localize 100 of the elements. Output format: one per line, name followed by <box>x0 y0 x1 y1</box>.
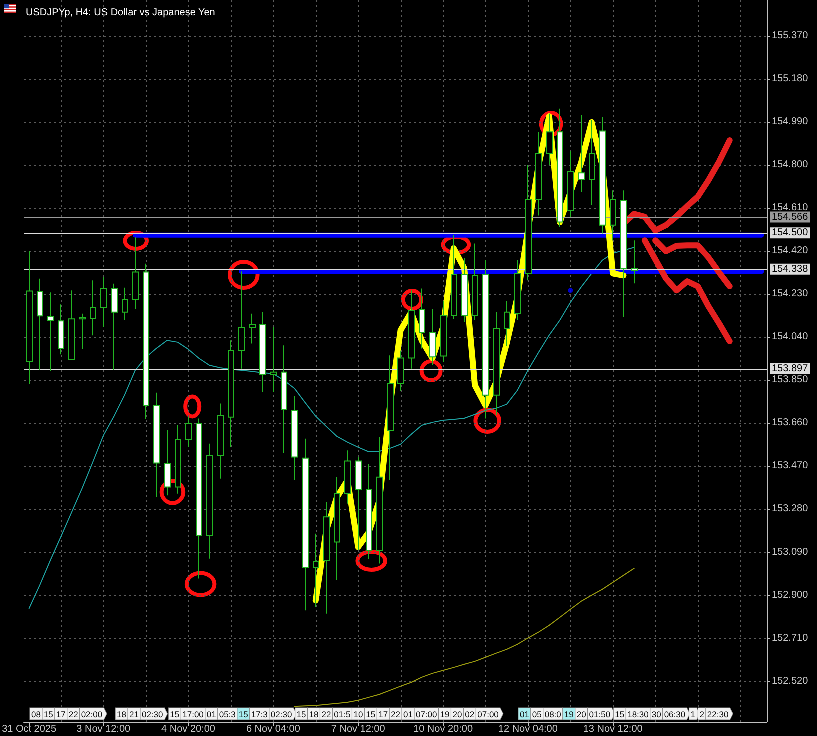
annotation: 18:30 <box>628 710 650 720</box>
candlestick <box>185 416 192 448</box>
candlestick <box>610 190 616 242</box>
annotation: 1 <box>690 710 696 720</box>
y-tick-label: 152.710 <box>772 632 809 644</box>
annotation: 01:50 <box>589 710 611 720</box>
candlestick <box>620 190 627 318</box>
candlestick <box>58 304 64 356</box>
candlestick <box>68 290 75 360</box>
candlestick <box>47 292 54 372</box>
x-tick-label: 4 Nov 20:00 <box>162 724 216 735</box>
candlestick <box>164 430 171 496</box>
y-tick-label: 154.040 <box>772 332 809 343</box>
annotation: 10 <box>354 710 364 720</box>
candlestick <box>323 502 330 614</box>
annotation: 22 <box>322 710 332 720</box>
candlestick <box>153 392 160 498</box>
candlestick <box>493 312 500 416</box>
annotation: 30 <box>652 710 662 720</box>
candlestick <box>37 278 43 372</box>
candlestick <box>514 260 521 321</box>
candlestick <box>631 240 638 284</box>
y-tick-label: 152.900 <box>772 590 809 601</box>
candlestick <box>546 113 553 166</box>
candlestick <box>313 533 319 608</box>
candlestick <box>525 164 532 282</box>
candlestick <box>90 280 96 336</box>
x-tick-label: 13 Nov 12:00 <box>583 724 644 735</box>
x-tick-label: 3 Nov 12:00 <box>76 724 132 735</box>
annotation: 01 <box>206 710 217 720</box>
annotation: 07:00 <box>478 710 500 720</box>
y-tick-label: 152.520 <box>772 676 809 687</box>
annotation: 05 <box>532 710 542 720</box>
ref-line-label: 154.500 <box>772 228 809 239</box>
annotation: 22 <box>68 710 79 720</box>
candlestick <box>440 300 447 363</box>
annotation: 15 <box>170 710 180 720</box>
x-tick-label: 10 Nov 20:00 <box>414 724 474 735</box>
candlestick <box>132 237 139 310</box>
candlestick <box>472 243 478 321</box>
candlestick <box>397 350 404 392</box>
candlestick <box>376 436 383 564</box>
annotation: 01 <box>520 710 530 720</box>
y-tick-label: 154.800 <box>772 160 809 171</box>
y-tick-label: 154.420 <box>772 246 809 257</box>
ref-line-label: 153.897 <box>772 363 809 374</box>
candlestick <box>599 116 606 234</box>
y-tick-label: 153.280 <box>772 504 809 515</box>
annotation: 22 <box>391 710 401 720</box>
text: USDJPYp, H4: US Dollar vs Japanese Yen <box>26 8 216 18</box>
y-tick-label: 153.660 <box>772 418 809 429</box>
annotation: 08:0 <box>544 710 562 720</box>
annotation: 17:3 <box>251 710 268 720</box>
annotation: 05:3 <box>219 710 236 720</box>
candlestick <box>334 476 340 582</box>
annotation: 15 <box>238 710 249 720</box>
annotation: 19 <box>564 710 574 720</box>
annotation: 15 <box>296 710 307 720</box>
line-series <box>28 247 635 610</box>
annotation: 18 <box>117 710 127 720</box>
candlestick <box>451 234 457 320</box>
candlestick <box>259 312 266 393</box>
candlestick <box>482 260 489 420</box>
candlestick <box>281 345 287 454</box>
y-tick-label: 154.990 <box>772 116 809 128</box>
x-tick-label: 31 Oct 2025 <box>2 724 57 735</box>
y-tick-label: 154.610 <box>772 202 809 214</box>
annotation: 02:00 <box>81 710 103 720</box>
x-tick-label: 6 Nov 04:00 <box>246 724 301 735</box>
annotation: 15 <box>366 710 376 720</box>
candlestick <box>175 425 181 494</box>
annotation: 20 <box>576 710 587 720</box>
candlestick <box>111 283 118 372</box>
annotation: 18 <box>309 710 319 720</box>
annotation: 20 <box>452 710 462 720</box>
candlestick <box>217 403 224 480</box>
annotation: 06:30 <box>664 710 686 720</box>
candlestick <box>535 132 542 216</box>
annotation: 02:30 <box>270 710 292 720</box>
annotation: 15 <box>615 710 625 720</box>
candlestick <box>366 463 372 560</box>
candlestick <box>589 120 595 206</box>
candlestick <box>79 313 86 350</box>
candlestick <box>302 438 309 612</box>
annotation: 01 <box>404 710 414 720</box>
annotation: 08 <box>32 710 42 720</box>
candlestick <box>228 340 234 448</box>
annotation: 2 <box>700 710 705 720</box>
candlestick <box>238 271 245 370</box>
annotation: 02 <box>465 710 475 720</box>
candlestick <box>557 108 563 228</box>
candlestick <box>419 288 425 350</box>
y-tick-label: 155.180 <box>772 74 809 85</box>
candlestick <box>387 355 394 482</box>
annotation: 17 <box>378 710 388 720</box>
annotation: 22:30 <box>707 710 729 720</box>
ref-line-label: 154.566 <box>772 212 809 223</box>
annotation: 02:30 <box>142 710 164 720</box>
candlestick <box>100 276 107 328</box>
annotation: 17:00 <box>182 710 204 720</box>
